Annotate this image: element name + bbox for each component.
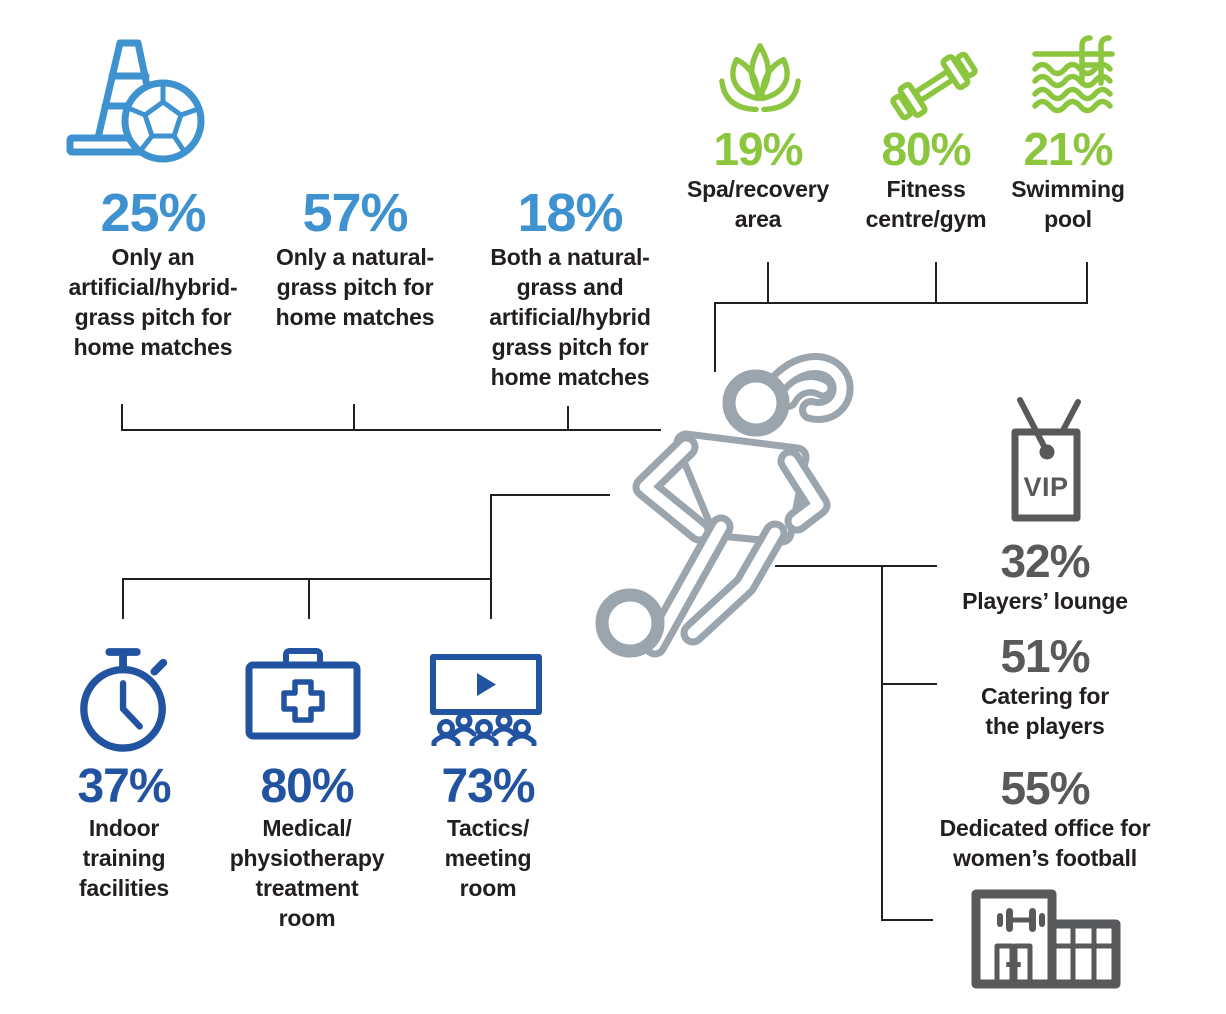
- connector-line: [714, 302, 716, 372]
- dumbbell-icon: [885, 44, 983, 133]
- connector-line: [490, 494, 492, 619]
- tactics-screen-icon: [430, 654, 542, 751]
- stat-percentage: 57%: [302, 183, 408, 243]
- connector-line: [935, 262, 937, 304]
- connector-line: [308, 578, 310, 619]
- stat-percentage: 73%: [441, 760, 535, 813]
- connector-line: [122, 578, 492, 580]
- connector-line: [490, 494, 610, 496]
- first-aid-kit-icon: [244, 645, 362, 747]
- connector-line: [122, 429, 661, 431]
- connector-line: [353, 404, 355, 431]
- connector-line: [714, 302, 1088, 304]
- stat-percentage: 19%: [713, 123, 803, 175]
- connector-line: [775, 565, 937, 567]
- stat-label: Indoor training facilities: [78, 815, 170, 901]
- stat-label: Fitness centre/gym: [865, 176, 987, 232]
- stat-label: Only an artificial/hybrid- grass pitch f…: [68, 244, 238, 360]
- connector-line: [1086, 262, 1088, 304]
- swimming-pool-icon: [1032, 33, 1132, 130]
- stat-percentage: 25%: [100, 183, 206, 243]
- stat-label: Spa/recovery area: [686, 176, 830, 232]
- stat-label: Catering for the players: [981, 683, 1109, 739]
- stopwatch-icon: [76, 646, 174, 761]
- vip-badge-label: VIP: [1023, 472, 1069, 502]
- female-footballer-icon: [583, 353, 855, 676]
- connector-line: [767, 262, 769, 304]
- vip-badge-icon: [1000, 392, 1092, 529]
- stat-label: Players’ lounge: [962, 588, 1128, 614]
- stat-percentage: 32%: [1000, 535, 1090, 587]
- stat-percentage: 37%: [77, 760, 171, 813]
- stat-label: Tactics/ meeting room: [444, 815, 532, 901]
- stat-label: Medical/ physiotherapy treatment room: [229, 815, 385, 931]
- connector-line: [122, 578, 124, 619]
- connector-line: [567, 406, 569, 431]
- stat-percentage: 55%: [1000, 762, 1090, 814]
- connector-line: [881, 565, 883, 921]
- connector-line: [881, 683, 937, 685]
- stat-label: Swimming pool: [1011, 176, 1125, 232]
- connector-line: [881, 919, 933, 921]
- stat-percentage: 18%: [517, 183, 623, 243]
- stat-percentage: 21%: [1023, 123, 1113, 175]
- lotus-spa-icon: [714, 40, 806, 131]
- training-cone-football-icon: [62, 38, 207, 168]
- stat-label: Dedicated office for women’s football: [939, 815, 1151, 871]
- stat-percentage: 51%: [1000, 630, 1090, 682]
- stat-percentage: 80%: [881, 123, 971, 175]
- stat-label: Both a natural- grass and artificial/hyb…: [489, 244, 651, 390]
- connector-line: [121, 404, 123, 431]
- stat-label: Only a natural- grass pitch for home mat…: [275, 244, 435, 330]
- club-building-icon: [966, 886, 1124, 995]
- stat-percentage: 80%: [260, 760, 354, 813]
